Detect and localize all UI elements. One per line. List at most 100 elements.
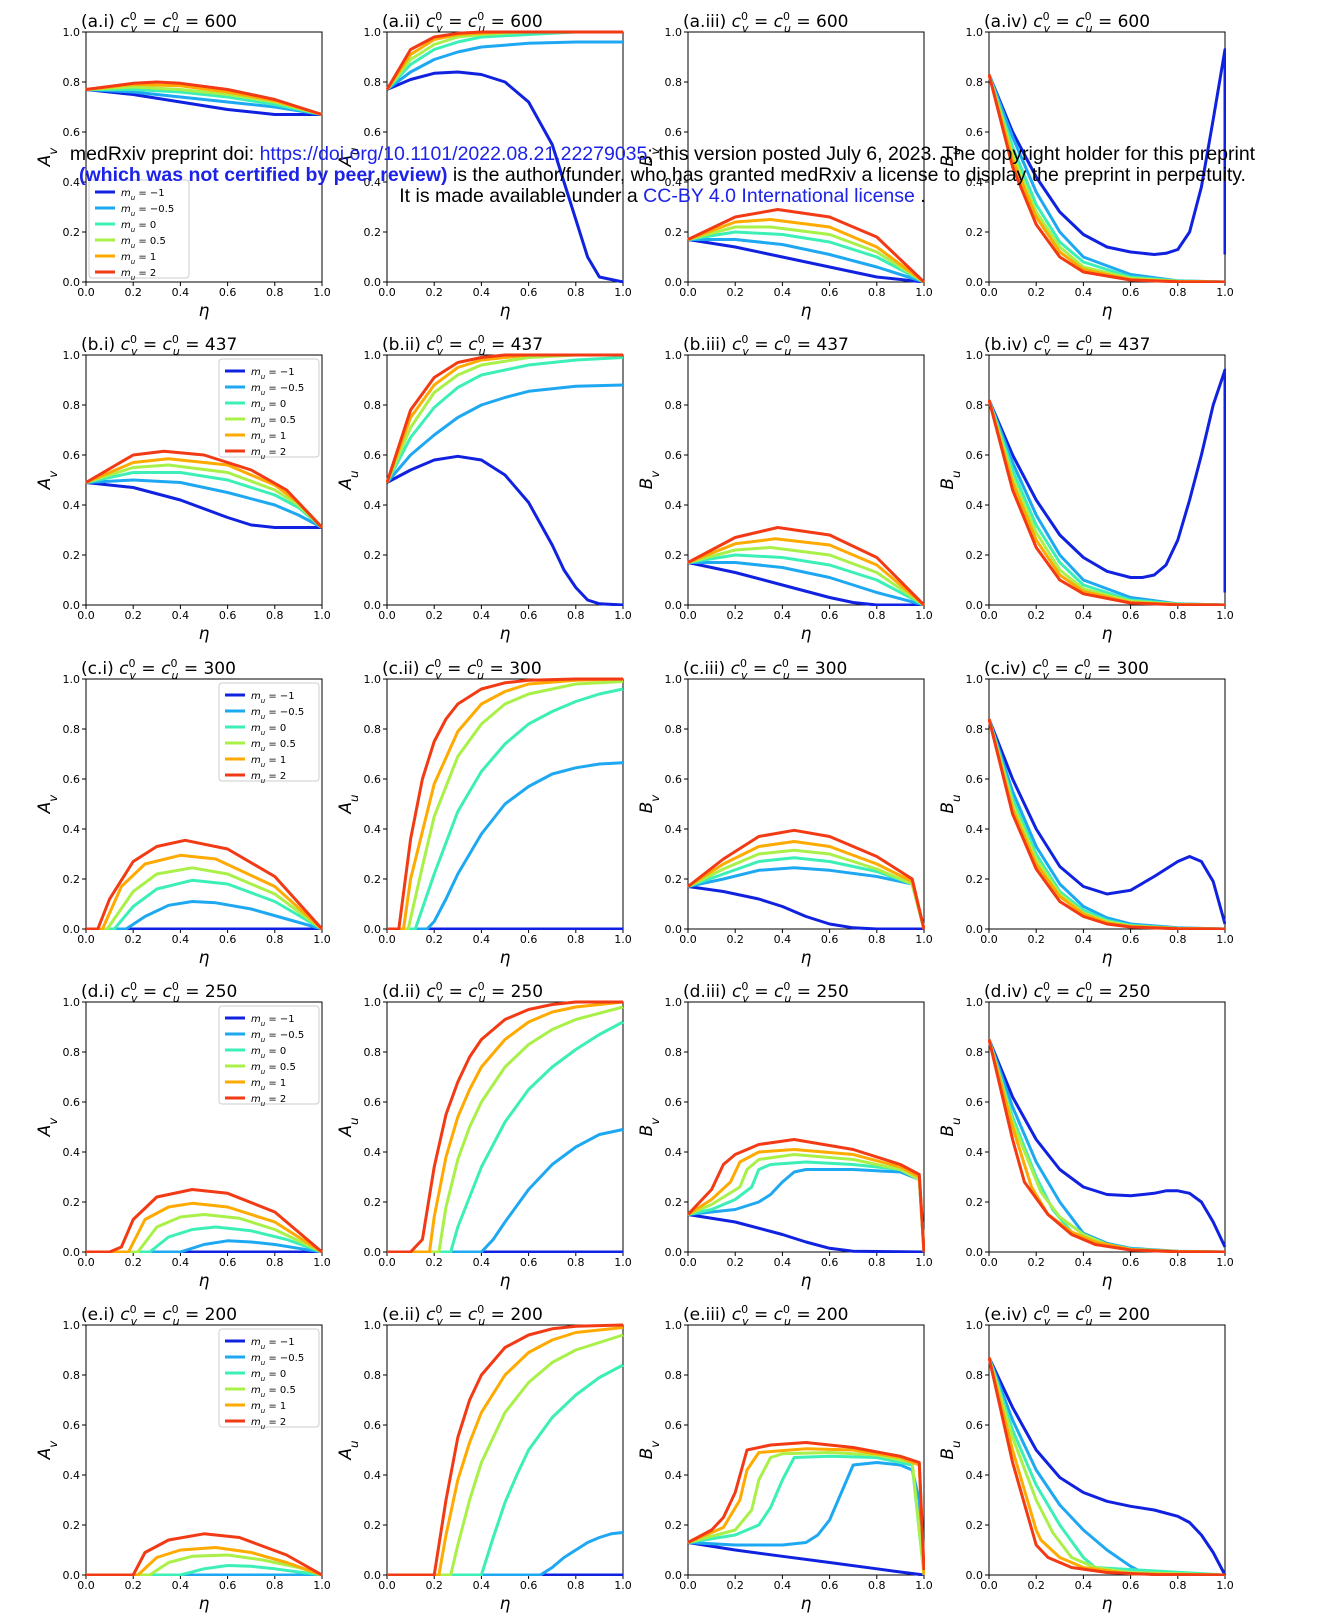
x-tick-label: 0.6 [520, 1256, 538, 1269]
series-line-5 [85, 80, 323, 116]
series-line-3 [387, 1333, 624, 1576]
x-tick-label: 1.0 [915, 286, 933, 299]
legend-label: mu = −1 [251, 367, 295, 381]
y-tick-label: 0.8 [966, 399, 984, 412]
series-line-1 [688, 561, 925, 606]
series-line-2 [85, 471, 323, 529]
series-line-3 [85, 463, 323, 529]
x-tick-label: 0.0 [980, 1579, 998, 1592]
series-line-2 [687, 1160, 925, 1253]
y-axis-label: Bv [637, 794, 662, 814]
x-tick-label: 0.4 [1075, 286, 1093, 299]
series-line-5 [386, 30, 623, 91]
series-line-2 [387, 1363, 624, 1576]
y-tick-label: 0.0 [665, 276, 683, 289]
y-tick-label: 1.0 [364, 996, 382, 1009]
series-line-5 [988, 1039, 1226, 1253]
y-tick-label: 0.0 [63, 276, 81, 289]
legend-box [88, 179, 190, 279]
chart-title: (b.i) c0 v = c0 u = 437 [81, 333, 237, 358]
series-line-4 [387, 1326, 624, 1576]
y-tick-label: 0.6 [665, 1419, 683, 1432]
chart-title: (e.iv) c0 v = c0 u = 200 [984, 1303, 1150, 1328]
series-line-2 [988, 1039, 1226, 1253]
chart-title: (c.iv) c0 v = c0 u = 300 [984, 657, 1149, 682]
y-tick-label: 0.8 [966, 723, 984, 736]
y-axis-label: Av [35, 794, 60, 815]
chart-panel-a-iii: 0.00.0 0.2 0.2 0.4 0.4 0.6 0.6 0.8 0.8 1.0 1.0 η Bv (… [637, 10, 933, 321]
series-line-3 [988, 1357, 1226, 1576]
x-tick-label: 0.0 [378, 286, 396, 299]
legend-label: mu = −0.5 [251, 383, 304, 397]
legend-label: mu = 1 [251, 1401, 286, 1415]
y-tick-label: 1.0 [364, 1319, 382, 1332]
chart-panel-a-i: 0.00.0 0.2 0.2 0.4 0.4 0.6 0.6 0.8 0.8 1.0 1.0 η Av (… [35, 10, 331, 321]
y-tick-label: 0.4 [364, 823, 382, 836]
series-line-4 [86, 1546, 323, 1576]
y-tick-label: 0.6 [966, 126, 984, 139]
y-tick-label: 0.8 [364, 76, 382, 89]
legend-box [218, 1005, 320, 1105]
series-line-0 [687, 561, 924, 606]
y-axis-label: Bv [637, 1440, 662, 1460]
x-tick-label: 0.6 [821, 933, 839, 946]
y-tick-label: 0.6 [665, 773, 683, 786]
x-tick-label: 0.2 [1027, 933, 1045, 946]
chart-title: (d.iii) c0 v = c0 u = 250 [683, 980, 849, 1005]
y-tick-label: 0.2 [63, 873, 81, 886]
chart-title: (e.i) c0 v = c0 u = 200 [81, 1303, 237, 1328]
series-line-4 [86, 853, 323, 930]
axes-frame [687, 1324, 925, 1576]
y-tick-label: 0.0 [665, 599, 683, 612]
series-line-5 [687, 1138, 925, 1253]
y-tick-label: 0.8 [63, 399, 81, 412]
series-line-2 [86, 1564, 323, 1576]
legend-label: mu = 0.5 [121, 236, 166, 250]
chart-panel-a-iv: 0.00.0 0.2 0.2 0.4 0.4 0.6 0.6 0.8 0.8 1.0 1.0 η Bu (… [938, 10, 1234, 321]
y-tick-label: 0.8 [364, 1369, 382, 1382]
legend-label: mu = −1 [251, 1337, 295, 1351]
series-line-0 [687, 885, 924, 930]
y-axis-label: Bu [938, 794, 963, 813]
y-tick-label: 0.6 [364, 1419, 382, 1432]
x-tick-label: 0.6 [219, 609, 237, 622]
x-tick-label: 0.4 [774, 1579, 792, 1592]
series-line-1 [86, 1239, 323, 1253]
x-axis-label: η [1102, 948, 1113, 968]
axes-frame [386, 1324, 624, 1576]
chart-title: (d.i) c0 v = c0 u = 250 [81, 980, 237, 1005]
x-tick-label: 0.0 [679, 1579, 697, 1592]
y-tick-label: 1.0 [63, 1319, 81, 1332]
axes-frame [988, 1001, 1226, 1253]
series-line-2 [687, 553, 925, 606]
x-tick-label: 0.2 [726, 1579, 744, 1592]
series-line-3 [387, 1005, 624, 1253]
legend-label: mu = −1 [251, 1014, 295, 1028]
legend-label: mu = −0.5 [251, 1030, 304, 1044]
series-line-2 [386, 356, 624, 484]
x-tick-label: 0.4 [473, 1256, 491, 1269]
legend-box [218, 1328, 320, 1428]
x-tick-label: 0.8 [567, 933, 585, 946]
legend-label: mu = 0.5 [251, 739, 296, 753]
y-tick-label: 0.6 [364, 126, 382, 139]
y-tick-label: 0.4 [63, 176, 81, 189]
x-tick-label: 0.2 [726, 609, 744, 622]
chart-title: (c.i) c0 v = c0 u = 300 [81, 657, 236, 682]
legend-label: mu = 0 [121, 220, 156, 234]
x-tick-label: 0.2 [1027, 1579, 1045, 1592]
y-axis-label: Bv [637, 147, 662, 167]
chart-panel-d-iv: 0.00.0 0.2 0.2 0.4 0.4 0.6 0.6 0.8 0.8 1.0 1.0 η Bu (… [938, 980, 1234, 1291]
y-tick-label: 1.0 [63, 26, 81, 39]
y-tick-label: 0.2 [364, 1196, 382, 1209]
y-tick-label: 0.4 [966, 1469, 984, 1482]
y-tick-label: 0.8 [665, 723, 683, 736]
x-tick-label: 0.6 [219, 286, 237, 299]
series-line-4 [687, 218, 925, 283]
chart-title: (b.iv) c0 v = c0 u = 437 [984, 333, 1150, 358]
x-tick-label: 0.8 [266, 609, 284, 622]
series-line-3 [86, 1213, 323, 1253]
x-tick-label: 0.8 [1169, 1256, 1187, 1269]
x-tick-label: 0.8 [266, 286, 284, 299]
x-tick-label: 0.4 [172, 609, 190, 622]
